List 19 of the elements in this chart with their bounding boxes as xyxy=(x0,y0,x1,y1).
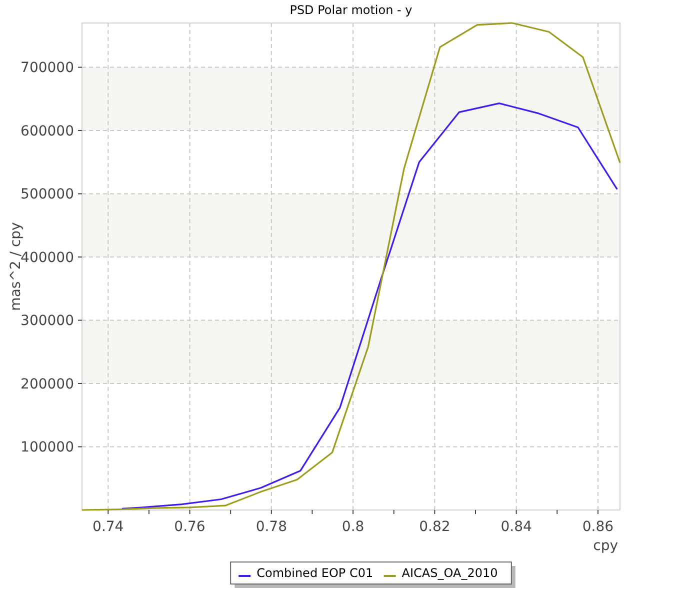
x-tick-label: 0.74 xyxy=(92,519,124,535)
line-series xyxy=(81,22,621,511)
legend-label: AICAS_OA_2010 xyxy=(402,566,498,580)
y-tick-label: 100000 xyxy=(20,440,74,456)
legend-label: Combined EOP C01 xyxy=(256,566,374,580)
x-tick-label: 0.8 xyxy=(342,519,364,535)
y-tick-label: 200000 xyxy=(20,376,74,392)
y-tick-label: 700000 xyxy=(20,60,74,76)
x-tick-label: 0.78 xyxy=(256,519,287,535)
x-axis-title: cpy xyxy=(593,538,618,554)
x-tick-label: 0.86 xyxy=(582,519,614,535)
y-tick-label: 600000 xyxy=(20,123,74,140)
x-tick-label: 0.84 xyxy=(500,519,532,535)
x-tick-label: 0.76 xyxy=(174,519,206,535)
y-tick-label: 500000 xyxy=(20,186,74,203)
line-series xyxy=(121,102,618,510)
x-tick-label: 0.82 xyxy=(419,519,450,535)
chart-title: PSD Polar motion - y xyxy=(290,3,412,17)
y-tick-label: 300000 xyxy=(20,313,74,330)
